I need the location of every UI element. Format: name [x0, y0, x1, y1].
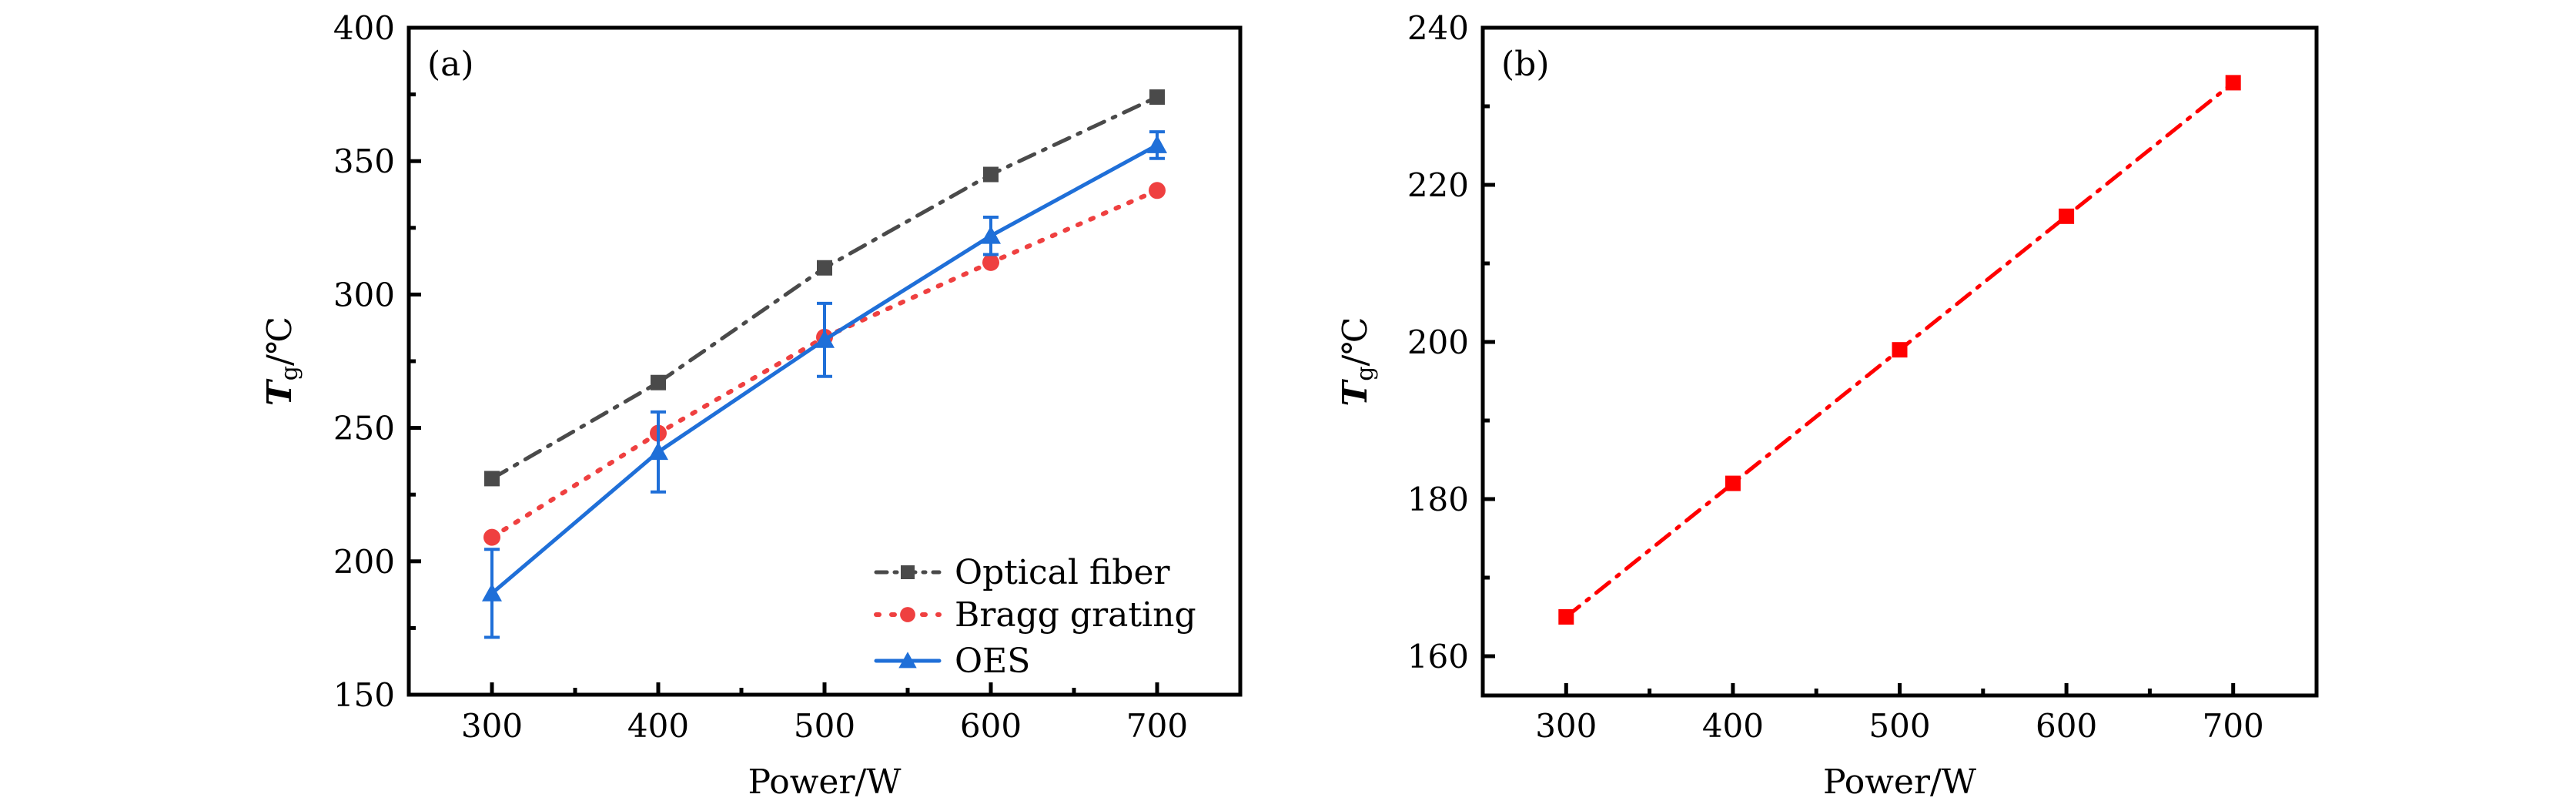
- y-tick-label: 400: [333, 9, 395, 47]
- data-point: [1147, 135, 1167, 153]
- series-tg: [1558, 75, 2241, 625]
- data-point: [483, 528, 500, 546]
- y-label-symbol: T: [260, 378, 299, 406]
- x-axis-label: Power/W: [1823, 762, 1977, 802]
- x-tick-label: 500: [794, 707, 855, 745]
- data-point: [651, 374, 666, 390]
- panel-a: 300 400 500 600 700 150 200 250 300 350 400 (a) Powe…: [260, 9, 1243, 802]
- legend-item: Optical fiber: [874, 553, 1170, 592]
- y-tick-label: 350: [333, 142, 395, 180]
- y-tick-label: 300: [333, 276, 395, 313]
- y-tick-label: 180: [1407, 481, 1469, 518]
- series-line: [490, 95, 1159, 481]
- data-point: [1558, 609, 1574, 625]
- x-tick-label: 600: [2036, 707, 2097, 745]
- data-point: [1725, 475, 1741, 491]
- y-tick-label: 220: [1407, 166, 1469, 204]
- legend-item: OES: [874, 642, 1030, 681]
- y-label-unit: /℃: [260, 317, 299, 366]
- legend-marker: [901, 565, 915, 579]
- data-point: [817, 260, 832, 276]
- data-point: [983, 166, 999, 183]
- data-point: [815, 330, 835, 348]
- y-tick-label: 200: [1407, 323, 1469, 361]
- x-tick-label: 300: [1535, 707, 1597, 745]
- x-tick-label: 600: [960, 707, 1022, 745]
- y-tick-label: 200: [333, 543, 395, 581]
- data-point: [2059, 208, 2075, 224]
- legend-marker: [900, 607, 915, 622]
- y-tick-label: 150: [333, 676, 395, 714]
- x-tick-label: 500: [1868, 707, 1930, 745]
- plot-frame: [1480, 25, 2319, 698]
- panel-label: (a): [427, 45, 474, 84]
- x-axis-label: Power/W: [748, 762, 902, 802]
- y-tick-label: 250: [333, 410, 395, 447]
- data-point: [2225, 75, 2241, 91]
- legend-item: Bragg grating: [874, 595, 1196, 635]
- y-label-subscript: g: [1352, 367, 1379, 381]
- legend-label: Optical fiber: [955, 553, 1170, 592]
- series-optical-fiber: [484, 89, 1165, 487]
- x-tick-label: 700: [1126, 707, 1188, 745]
- data-point: [648, 441, 668, 461]
- data-point: [1892, 342, 1908, 358]
- y-label-unit: /℃: [1336, 317, 1375, 366]
- x-tick-label: 400: [627, 707, 689, 745]
- data-point: [1149, 182, 1166, 199]
- data-point: [1149, 89, 1165, 106]
- y-axis-label: Tg/℃: [1336, 317, 1379, 406]
- data-point: [484, 471, 500, 487]
- series-oes: [482, 130, 1167, 639]
- data-point: [482, 583, 502, 602]
- legend-marker: [898, 652, 917, 669]
- y-tick-label: 160: [1407, 638, 1469, 675]
- x-tick-label: 700: [2203, 707, 2264, 745]
- data-point: [982, 253, 999, 271]
- y-axis-label: Tg/℃: [260, 317, 303, 406]
- x-tick-label: 300: [461, 707, 523, 745]
- legend-label: Bragg grating: [955, 595, 1196, 635]
- x-tick-label: 400: [1702, 707, 1764, 745]
- panel-b: 300 400 500 600 700 160 180 200 220 240 (b) Power/W…: [1336, 9, 2319, 802]
- legend-label: OES: [955, 642, 1030, 681]
- y-label-subscript: g: [276, 366, 303, 380]
- y-label-symbol: T: [1336, 379, 1375, 407]
- y-tick-label: 240: [1407, 9, 1469, 47]
- panel-label: (b): [1501, 45, 1550, 84]
- data-point: [981, 226, 1001, 244]
